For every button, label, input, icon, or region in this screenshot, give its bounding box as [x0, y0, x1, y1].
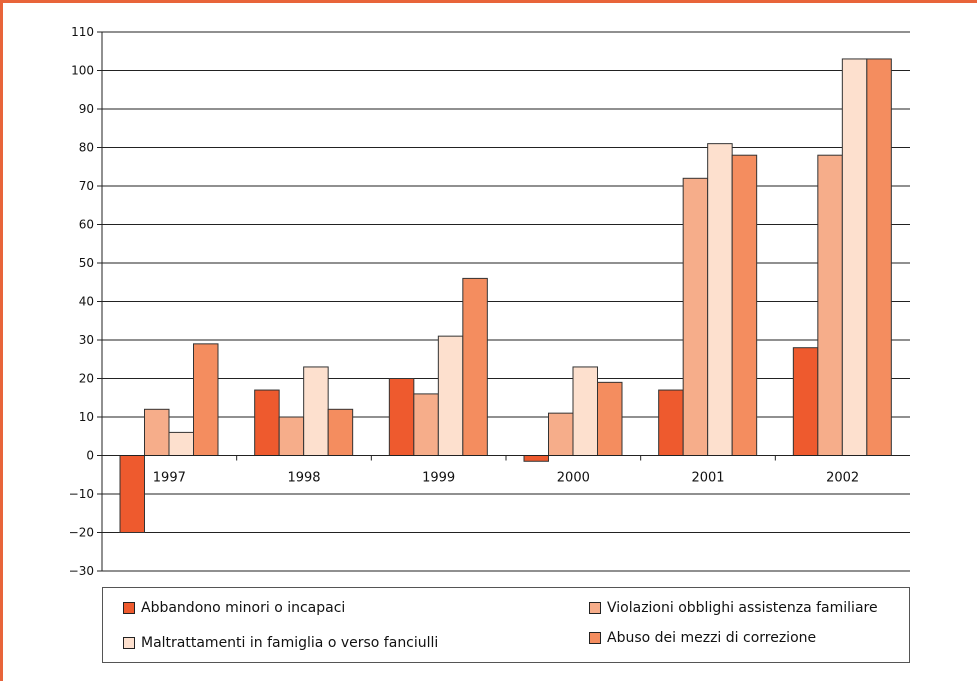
x-axis-categories: 1997 1998 1999 2000 2001 2002 — [101, 455, 859, 486]
bar-2002-series-2 — [841, 58, 868, 456]
bar-1998-series-2 — [303, 366, 329, 457]
bar-2000-series-2 — [572, 366, 598, 457]
bar-2000-series-3 — [597, 381, 623, 457]
bar-1997-series-0 — [119, 455, 145, 533]
x-category-label: 1998 — [287, 471, 320, 486]
y-tick-label: 60 — [79, 218, 94, 232]
legend-label: Abuso dei mezzi di correzione — [607, 630, 817, 646]
y-tick-label: 10 — [79, 410, 94, 424]
y-tick-label: 40 — [79, 295, 94, 309]
y-tick-label: 0 — [86, 449, 94, 463]
y-tick-label: −10 — [69, 487, 94, 501]
y-tick-label: 90 — [79, 102, 94, 116]
y-tick-label: 20 — [79, 372, 94, 386]
legend-item-violazioni: Violazioni obblighi assistenza familiare — [589, 600, 878, 616]
x-category-label: 2001 — [691, 471, 724, 486]
x-category-label: 1997 — [153, 471, 186, 486]
grid-lines — [102, 31, 910, 572]
legend-swatch — [123, 602, 135, 614]
bar-2001-series-2 — [707, 143, 733, 456]
bar-1999-series-2 — [437, 335, 464, 456]
bar-1998-series-0 — [254, 389, 280, 456]
legend-item-maltrattamenti: Maltrattamenti in famiglia o verso fanci… — [123, 635, 438, 651]
legend-swatch — [589, 632, 601, 644]
bar-1999-series-3 — [462, 277, 488, 456]
bar-1997-series-1 — [144, 408, 170, 456]
y-tick-label: 80 — [79, 141, 94, 155]
y-tick-label: 30 — [79, 333, 94, 347]
bar-2002-series-1 — [817, 154, 843, 456]
bar-1997-series-2 — [168, 431, 194, 456]
legend-item-abbandono: Abbandono minori o incapaci — [123, 600, 345, 616]
bar-2000-series-1 — [548, 412, 574, 456]
y-tick-label: 70 — [79, 179, 94, 193]
bar-2002-series-3 — [866, 58, 892, 456]
legend-label: Abbandono minori o incapaci — [141, 600, 346, 616]
bar-2001-series-3 — [731, 154, 758, 456]
x-category-label: 2000 — [557, 471, 590, 486]
bar-1999-series-0 — [388, 378, 415, 456]
y-tick-label: 50 — [79, 256, 94, 270]
legend-swatch — [123, 637, 135, 649]
bar-2001-series-1 — [682, 177, 709, 457]
bar-1997-series-3 — [193, 343, 219, 457]
y-tick-label: 100 — [71, 64, 94, 78]
legend-label: Violazioni obblighi assistenza familiare — [607, 600, 878, 616]
y-tick-label: −20 — [69, 526, 94, 540]
bar-1998-series-3 — [327, 408, 354, 456]
y-tick-label: 110 — [71, 25, 94, 39]
x-category-label: 2002 — [826, 471, 859, 486]
x-category-label: 1999 — [422, 471, 455, 486]
bar-2002-series-0 — [792, 347, 819, 457]
bar-2000-series-0 — [523, 455, 549, 462]
legend-label: Maltrattamenti in famiglia o verso fanci… — [141, 635, 439, 651]
legend-swatch — [589, 602, 601, 614]
legend-item-abuso: Abuso dei mezzi di correzione — [589, 630, 816, 646]
bars — [119, 58, 892, 533]
legend: Abbandono minori o incapaci Violazioni o… — [102, 587, 910, 663]
bar-1999-series-1 — [413, 393, 439, 456]
y-tick-label: −30 — [69, 564, 94, 578]
bar-2001-series-0 — [658, 389, 684, 456]
bar-1998-series-1 — [278, 416, 305, 456]
